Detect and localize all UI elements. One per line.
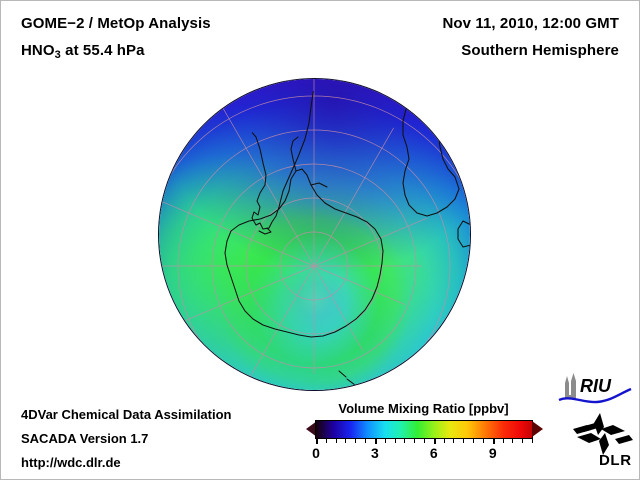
coastline-africa xyxy=(403,105,459,216)
colorbar-tick xyxy=(404,438,406,443)
coastline-madagascar xyxy=(458,221,470,247)
colorbar-ticks xyxy=(316,438,533,444)
species-subscript: 3 xyxy=(54,49,61,61)
colorbar-tick xyxy=(316,438,318,444)
colorbar-tick xyxy=(325,438,327,443)
graticule-parallels xyxy=(159,95,470,390)
page-title: GOME−2 / MetOp Analysis xyxy=(21,15,211,32)
colorbar-tick xyxy=(335,438,337,443)
colorbar-tick xyxy=(532,438,533,443)
riu-logo: RIU xyxy=(558,373,632,404)
colorbar-tick xyxy=(365,438,367,443)
url-label[interactable]: http://wdc.dlr.de xyxy=(21,455,121,470)
colorbar-tick xyxy=(433,438,436,444)
colorbar-tick xyxy=(394,438,396,443)
colorbar-tick xyxy=(355,438,357,443)
method-label: 4DVar Chemical Data Assimilation xyxy=(21,407,232,422)
coastline-australia xyxy=(389,371,433,390)
colorbar-tick xyxy=(492,438,495,444)
colorbar-tick xyxy=(443,438,445,443)
colorbar-extend-high-arrow xyxy=(532,421,543,437)
globe-disc xyxy=(159,79,470,390)
dlr-logo: DLR xyxy=(573,413,633,469)
coastline-new-zealand-south xyxy=(339,371,346,377)
coastline-antarctica xyxy=(225,169,383,337)
dlr-pinwheel-icon xyxy=(573,413,633,455)
colorbar-tick xyxy=(473,438,475,443)
riu-wave xyxy=(558,387,632,404)
colorbar-extend-low-arrow xyxy=(306,421,317,437)
coastline-south-america xyxy=(211,81,316,229)
coastline-weddell-sea xyxy=(311,183,327,187)
map-globe xyxy=(159,79,470,390)
pressure-level: at 55.4 hPa xyxy=(60,42,145,59)
version-label: SACADA Version 1.7 xyxy=(21,431,149,446)
colorbar-tick-label: 3 xyxy=(371,445,379,461)
colorbar-tick xyxy=(345,438,347,443)
colorbar-tick xyxy=(512,438,514,443)
colorbar-labels: 0 3 6 9 xyxy=(312,445,532,465)
colorbar-tick xyxy=(502,438,504,443)
colorbar-tick xyxy=(414,438,416,443)
riu-cathedral-icon xyxy=(565,373,576,399)
coastline-antarctic-peninsula xyxy=(291,137,298,171)
colorbar-tick xyxy=(463,438,465,443)
species-level-label: HNO3 at 55.4 hPa xyxy=(21,42,145,61)
colorbar-tick xyxy=(424,438,425,443)
colorbar-tick xyxy=(482,438,484,443)
region-label: Southern Hemisphere xyxy=(461,42,619,59)
colorbar-gradient xyxy=(316,421,532,438)
map-overlay xyxy=(159,79,470,390)
colorbar-tick xyxy=(384,438,386,443)
colorbar-tick xyxy=(453,438,455,443)
colorbar-tick-label: 6 xyxy=(429,445,438,461)
graticule-meridians xyxy=(159,79,470,390)
coastline-tierra-del-fuego xyxy=(259,228,271,234)
dlr-wordmark: DLR xyxy=(599,452,632,469)
colorbar-tick-label: 0 xyxy=(312,445,320,461)
colorbar: Volume Mixing Ratio [ppbv] 0 3 6 9 xyxy=(306,401,543,471)
species-formula: HNO xyxy=(21,42,55,59)
colorbar-tick-label: 9 xyxy=(488,445,497,461)
colorbar-tick xyxy=(522,438,524,443)
colorbar-tick xyxy=(374,438,377,444)
riu-wordmark: RIU xyxy=(580,376,612,396)
timestamp-label: Nov 11, 2010, 12:00 GMT xyxy=(442,15,619,32)
colorbar-title: Volume Mixing Ratio [ppbv] xyxy=(338,401,509,416)
coastline-new-zealand xyxy=(347,379,359,390)
